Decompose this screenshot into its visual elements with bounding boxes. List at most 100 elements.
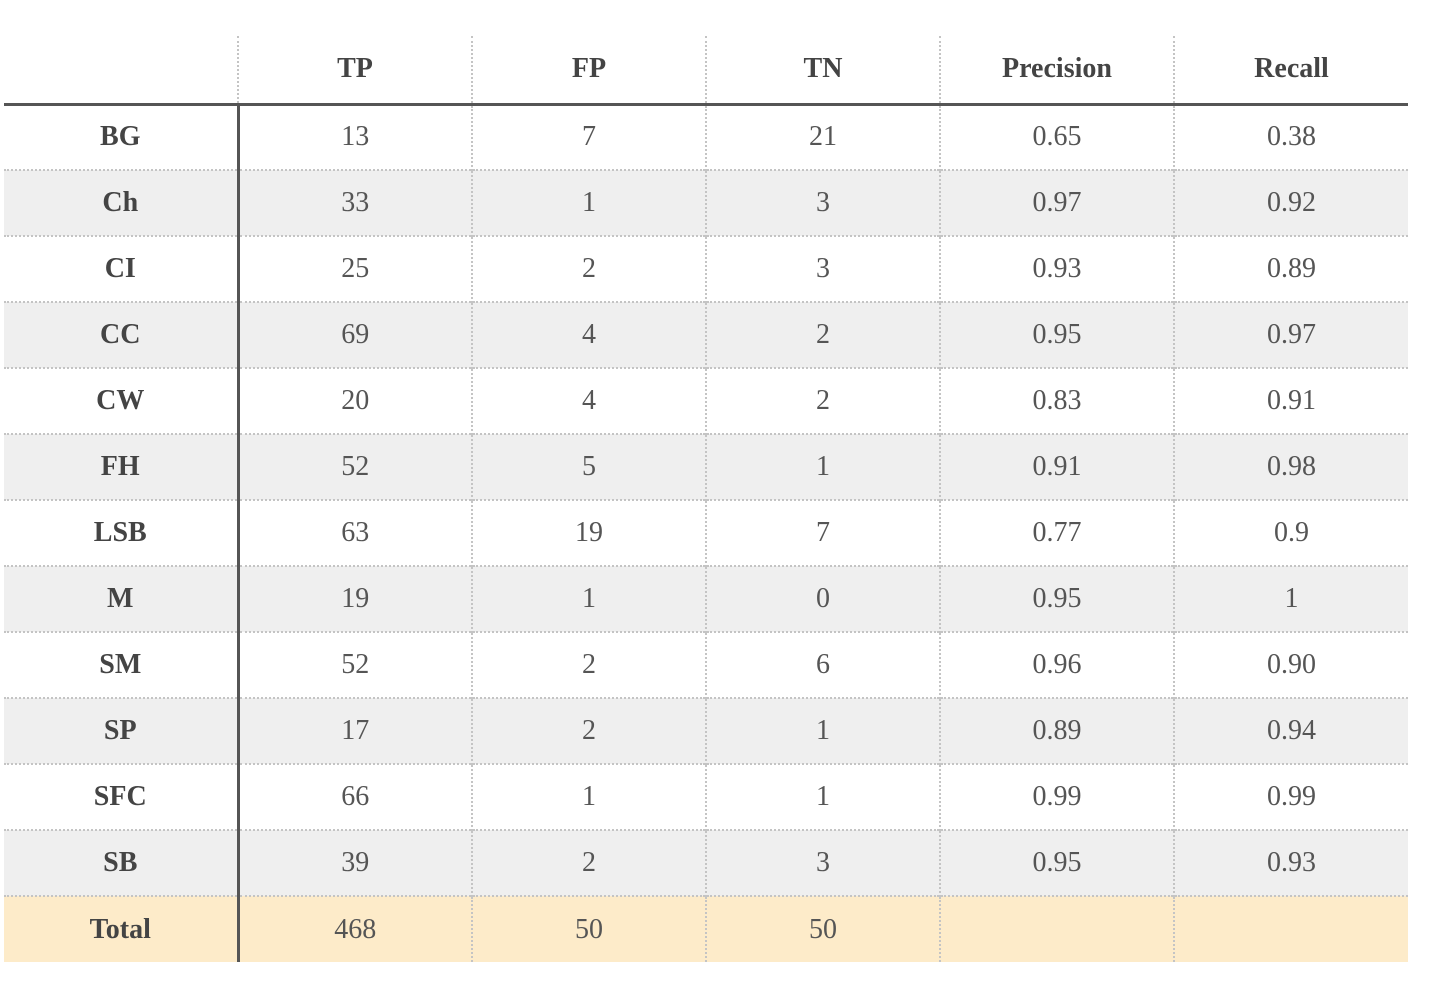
table-row: CI 25 2 3 0.93 0.89 [4, 235, 1408, 302]
cell-precision: 0.97 [939, 169, 1174, 236]
cell-tn: 3 [705, 169, 940, 236]
header-tp: TP [237, 36, 472, 106]
cell-recall: 0.9 [1173, 499, 1408, 566]
cell-precision: 0.93 [939, 235, 1174, 302]
cell-tn: 50 [705, 895, 940, 962]
cell-tn: 2 [705, 301, 940, 368]
table-row: SB 39 2 3 0.95 0.93 [4, 829, 1408, 896]
table-row: SM 52 2 6 0.96 0.90 [4, 631, 1408, 698]
cell-tp: 33 [238, 169, 472, 236]
row-label: M [4, 565, 240, 632]
row-label: SM [4, 631, 240, 698]
row-label: CW [4, 367, 240, 434]
table-row: SFC 66 1 1 0.99 0.99 [4, 763, 1408, 830]
cell-tn: 2 [705, 367, 940, 434]
cell-fp: 2 [471, 631, 706, 698]
cell-tn: 6 [705, 631, 940, 698]
cell-fp: 2 [471, 235, 706, 302]
header-precision: Precision [939, 36, 1174, 106]
cell-recall: 0.38 [1173, 104, 1408, 170]
cell-fp: 7 [471, 104, 706, 170]
table-row: FH 52 5 1 0.91 0.98 [4, 433, 1408, 500]
cell-recall: 0.99 [1173, 763, 1408, 830]
cell-tp: 19 [238, 565, 472, 632]
cell-recall: 0.97 [1173, 301, 1408, 368]
cell-precision: 0.95 [939, 565, 1174, 632]
cell-precision: 0.65 [939, 104, 1174, 170]
row-label: SB [4, 829, 240, 896]
row-label: FH [4, 433, 240, 500]
cell-tp: 17 [238, 697, 472, 764]
table-row: SP 17 2 1 0.89 0.94 [4, 697, 1408, 764]
cell-fp: 4 [471, 367, 706, 434]
cell-tn: 3 [705, 829, 940, 896]
cell-precision: 0.99 [939, 763, 1174, 830]
table-body: BG 13 7 21 0.65 0.38 Ch 33 1 3 0.97 0.92 CI 25 2 3 0.93 0… [4, 104, 1408, 962]
cell-fp: 2 [471, 697, 706, 764]
row-label: CI [4, 235, 240, 302]
cell-tp: 25 [238, 235, 472, 302]
header-corner [4, 36, 238, 106]
cell-fp: 4 [471, 301, 706, 368]
cell-tn: 0 [705, 565, 940, 632]
cell-precision: 0.95 [939, 829, 1174, 896]
cell-precision: 0.96 [939, 631, 1174, 698]
cell-precision: 0.77 [939, 499, 1174, 566]
cell-fp: 1 [471, 169, 706, 236]
cell-precision: 0.91 [939, 433, 1174, 500]
cell-recall: 0.92 [1173, 169, 1408, 236]
cell-fp: 5 [471, 433, 706, 500]
cell-fp: 50 [471, 895, 706, 962]
cell-recall: 0.90 [1173, 631, 1408, 698]
metrics-table: TP FP TN Precision Recall BG 13 7 21 0.65 0.3… [4, 36, 1408, 962]
cell-recall: 0.94 [1173, 697, 1408, 764]
cell-tp: 52 [238, 433, 472, 500]
table-row: BG 13 7 21 0.65 0.38 [4, 104, 1408, 170]
total-row: Total 468 50 50 [4, 895, 1408, 962]
cell-tn: 3 [705, 235, 940, 302]
cell-tp: 69 [238, 301, 472, 368]
header-tn: TN [705, 36, 940, 106]
table-row: Ch 33 1 3 0.97 0.92 [4, 169, 1408, 236]
cell-precision: 0.89 [939, 697, 1174, 764]
cell-recall: 0.89 [1173, 235, 1408, 302]
table-row: CC 69 4 2 0.95 0.97 [4, 301, 1408, 368]
cell-fp: 19 [471, 499, 706, 566]
cell-tp: 20 [238, 367, 472, 434]
header-fp: FP [471, 36, 706, 106]
row-label: LSB [4, 499, 240, 566]
cell-tn: 1 [705, 433, 940, 500]
cell-tn: 1 [705, 763, 940, 830]
cell-tp: 468 [238, 895, 472, 962]
cell-fp: 1 [471, 565, 706, 632]
cell-recall: 0.98 [1173, 433, 1408, 500]
table-header: TP FP TN Precision Recall [4, 36, 1408, 106]
cell-tn: 21 [705, 104, 940, 170]
cell-tp: 13 [341, 121, 370, 153]
row-label: CC [4, 301, 240, 368]
cell-tp: 63 [238, 499, 472, 566]
table-row: LSB 63 19 7 0.77 0.9 [4, 499, 1408, 566]
cell-precision: 0.83 [939, 367, 1174, 434]
row-label: Total [4, 895, 240, 962]
cell-fp: 2 [471, 829, 706, 896]
cell-recall: 0.91 [1173, 367, 1408, 434]
cell-tp: 39 [238, 829, 472, 896]
row-label: SFC [4, 763, 240, 830]
cell-recall: 1 [1173, 565, 1408, 632]
cell-precision: 0.95 [939, 301, 1174, 368]
row-label: SP [4, 697, 240, 764]
cell-precision [939, 895, 1174, 962]
cell-tn: 7 [705, 499, 940, 566]
cell-fp: 1 [471, 763, 706, 830]
table-row: CW 20 4 2 0.83 0.91 [4, 367, 1408, 434]
header-recall: Recall [1173, 36, 1408, 106]
cell-tp: 52 [238, 631, 472, 698]
cell-tn: 1 [705, 697, 940, 764]
table-row: M 19 1 0 0.95 1 [4, 565, 1408, 632]
row-label: BG [4, 104, 240, 170]
cell-tp: 66 [238, 763, 472, 830]
cell-recall [1173, 895, 1408, 962]
row-label: Ch [4, 169, 240, 236]
cell-recall: 0.93 [1173, 829, 1408, 896]
